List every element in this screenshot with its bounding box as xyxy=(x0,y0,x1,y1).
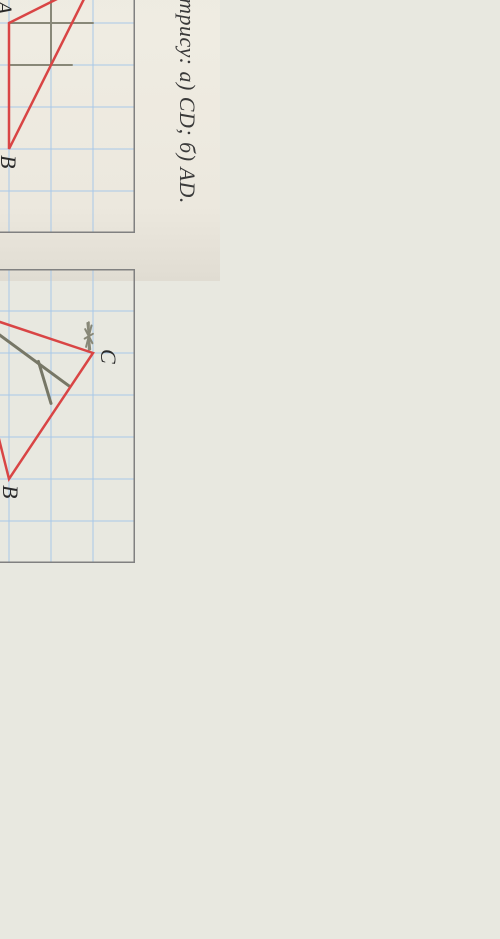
diagram-b-svg: CBA xyxy=(0,269,135,563)
problem-text: разите его биссектрису: а) CD; б) AD. xyxy=(174,0,200,204)
svg-text:C: C xyxy=(96,349,121,364)
svg-text:B: B xyxy=(0,155,21,168)
diagram-a-svg: CBA xyxy=(0,0,135,233)
svg-text:A: A xyxy=(0,0,17,15)
diagram-a: CBA а) xyxy=(0,0,135,233)
svg-text:B: B xyxy=(0,485,23,498)
diagrams-row: CBA а) CBA б) xyxy=(0,0,135,720)
diagram-b: CBA б) xyxy=(0,269,135,563)
